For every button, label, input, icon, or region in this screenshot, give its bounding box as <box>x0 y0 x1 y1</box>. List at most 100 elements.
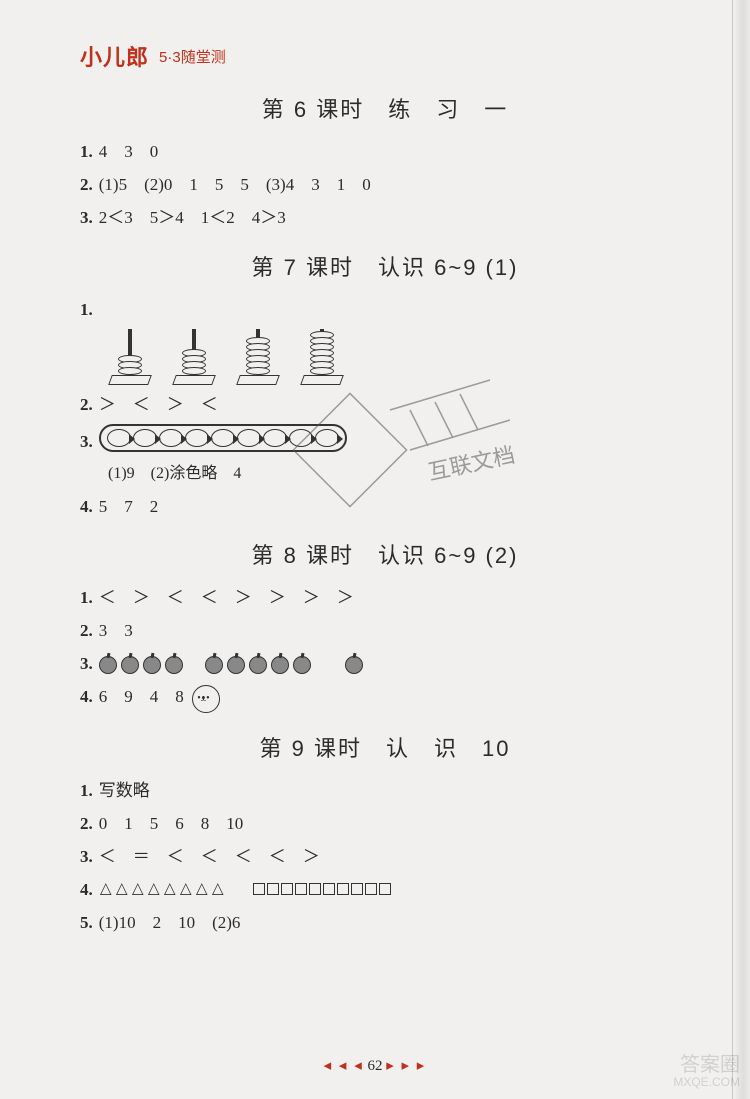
qnum: 2. <box>80 395 93 414</box>
apple-icon <box>99 656 117 674</box>
corner-wm-line2: MXQE.COM <box>673 1076 740 1089</box>
mouse-icon <box>192 685 220 713</box>
qnum: 4. <box>80 880 93 899</box>
brand-header: 小儿郎 5·3随堂测 <box>80 40 690 72</box>
q8-3: 3. <box>80 650 690 677</box>
fish-icon <box>133 429 157 447</box>
q8-1: 1. ＜ ＞ ＜ ＜ ＞ ＞ ＞ ＞ <box>80 584 690 611</box>
apple-icon <box>165 656 183 674</box>
qnum: 1. <box>80 588 93 607</box>
answer-text: 3 3 <box>99 621 133 640</box>
square-icon <box>337 883 349 895</box>
q6-3: 3. 2＜3 5＞4 1＜2 4＞3 <box>80 204 690 231</box>
apple-icon <box>345 656 363 674</box>
apple-icon <box>121 656 139 674</box>
qnum: 3. <box>80 208 93 227</box>
section-title-6: 第 6 课时 练 习 一 <box>80 92 690 124</box>
page-edge-shadow <box>732 0 750 1099</box>
page-number: 62 <box>368 1058 383 1074</box>
apple-icon <box>227 656 245 674</box>
brand-subtitle: 5·3随堂测 <box>159 46 226 67</box>
q7-4: 4.5 7 2 <box>80 493 690 520</box>
apple-icon <box>271 656 289 674</box>
square-icon <box>323 883 335 895</box>
corner-watermark: 答案圈 MXQE.COM <box>673 1054 740 1089</box>
answer-text: 6 9 4 8 <box>99 687 184 706</box>
answer-text: 5 7 2 <box>99 497 159 516</box>
q8-4: 4. 6 9 4 8 <box>80 683 690 712</box>
answer-text: ＜ ＝ ＜ ＜ ＜ ＜ ＞ <box>99 847 320 866</box>
fish-icon <box>107 429 131 447</box>
qnum: 5. <box>80 913 93 932</box>
section-title-7: 第 7 课时 认识 6~9 (1) <box>80 250 690 282</box>
triangle-icon <box>115 882 129 895</box>
fish-track <box>99 424 347 452</box>
q8-2: 2. 3 3 <box>80 617 690 644</box>
section-title-8: 第 8 课时 认识 6~9 (2) <box>80 538 690 570</box>
triangle-icon <box>147 882 161 895</box>
q9-1: 1.写数略 <box>80 777 690 804</box>
page-footer: ◂ ◂ ◂ 62 ▸ ▸ ▸ <box>0 1056 750 1075</box>
answer-text: 4 3 0 <box>99 142 159 161</box>
qnum: 1. <box>80 781 93 800</box>
square-icon <box>379 883 391 895</box>
square-icon <box>295 883 307 895</box>
q9-3: 3. ＜ ＝ ＜ ＜ ＜ ＜ ＞ <box>80 843 690 870</box>
apple-icon <box>205 656 223 674</box>
qnum: 1. <box>80 142 93 161</box>
q9-5: 5. (1)10 2 10 (2)6 <box>80 909 690 936</box>
fish-icon <box>263 429 287 447</box>
triangle-icon <box>163 882 177 895</box>
answer-text: (1)5 (2)0 1 5 5 (3)4 3 1 0 <box>99 175 371 194</box>
qnum: 3. <box>80 847 93 866</box>
fish-icon <box>237 429 261 447</box>
section-title-9: 第 9 课时 认 识 10 <box>80 731 690 763</box>
q6-2: 2. (1)5 (2)0 1 5 5 (3)4 3 1 0 <box>80 171 690 198</box>
triangle-icon <box>131 882 145 895</box>
triangle-icon <box>195 882 209 895</box>
q7-3: 3. <box>80 424 690 455</box>
fish-icon <box>159 429 183 447</box>
abacus-spindle <box>232 329 284 385</box>
corner-wm-line1: 答案圈 <box>673 1054 740 1076</box>
abacus-spindle <box>168 329 220 385</box>
brand-logo: 小儿郎 <box>80 40 149 72</box>
q7-2: 2. ＞ ＜ ＞ ＜ <box>80 391 690 418</box>
shape-row <box>99 880 393 899</box>
abacus-spindle <box>104 329 156 385</box>
square-icon <box>309 883 321 895</box>
answer-text: 2＜3 5＞4 1＜2 4＞3 <box>99 208 286 227</box>
triangle-icon <box>179 882 193 895</box>
qnum: 4. <box>80 687 93 706</box>
qnum: 3. <box>80 654 93 673</box>
qnum: 3. <box>80 432 93 451</box>
qnum: 2. <box>80 814 93 833</box>
apple-row <box>99 656 363 674</box>
answer-text: 0 1 5 6 8 10 <box>99 814 244 833</box>
qnum: 2. <box>80 621 93 640</box>
q7-1: 1. <box>80 296 690 323</box>
footer-arrows-left: ◂ ◂ ◂ <box>324 1058 364 1074</box>
square-icon <box>281 883 293 895</box>
triangle-icon <box>211 882 225 895</box>
q6-1: 1. 4 3 0 <box>80 138 690 165</box>
fish-icon <box>211 429 235 447</box>
fish-icon <box>185 429 209 447</box>
square-icon <box>365 883 377 895</box>
footer-arrows-right: ▸ ▸ ▸ <box>386 1058 426 1074</box>
apple-icon <box>143 656 161 674</box>
triangle-icon <box>99 882 113 895</box>
q9-4: 4. <box>80 876 690 903</box>
abacus-row <box>104 329 690 385</box>
apple-icon <box>249 656 267 674</box>
answer-text: (1)10 2 10 (2)6 <box>99 913 241 932</box>
q7-3-sub: (1)9 (2)涂色略 4 <box>108 461 690 487</box>
square-icon <box>253 883 265 895</box>
fish-icon <box>289 429 313 447</box>
qnum: 2. <box>80 175 93 194</box>
abacus-spindle <box>296 329 348 385</box>
q9-2: 2. 0 1 5 6 8 10 <box>80 810 690 837</box>
answer-text: ＞ ＜ ＞ ＜ <box>99 395 218 414</box>
answer-text: ＜ ＞ ＜ ＜ ＞ ＞ ＞ ＞ <box>99 588 354 607</box>
square-icon <box>351 883 363 895</box>
